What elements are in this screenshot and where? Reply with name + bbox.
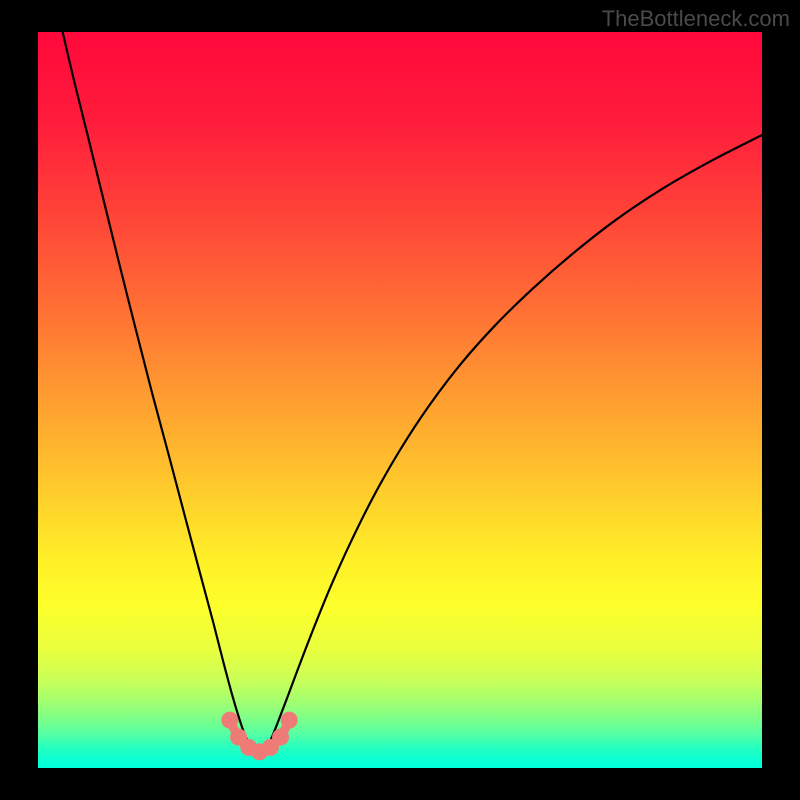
watermark-text: TheBottleneck.com	[602, 6, 790, 32]
marker-point	[272, 729, 289, 746]
marker-point	[221, 712, 238, 729]
bottleneck-chart	[0, 0, 800, 800]
marker-point	[281, 712, 298, 729]
chart-plot-area	[38, 32, 762, 768]
